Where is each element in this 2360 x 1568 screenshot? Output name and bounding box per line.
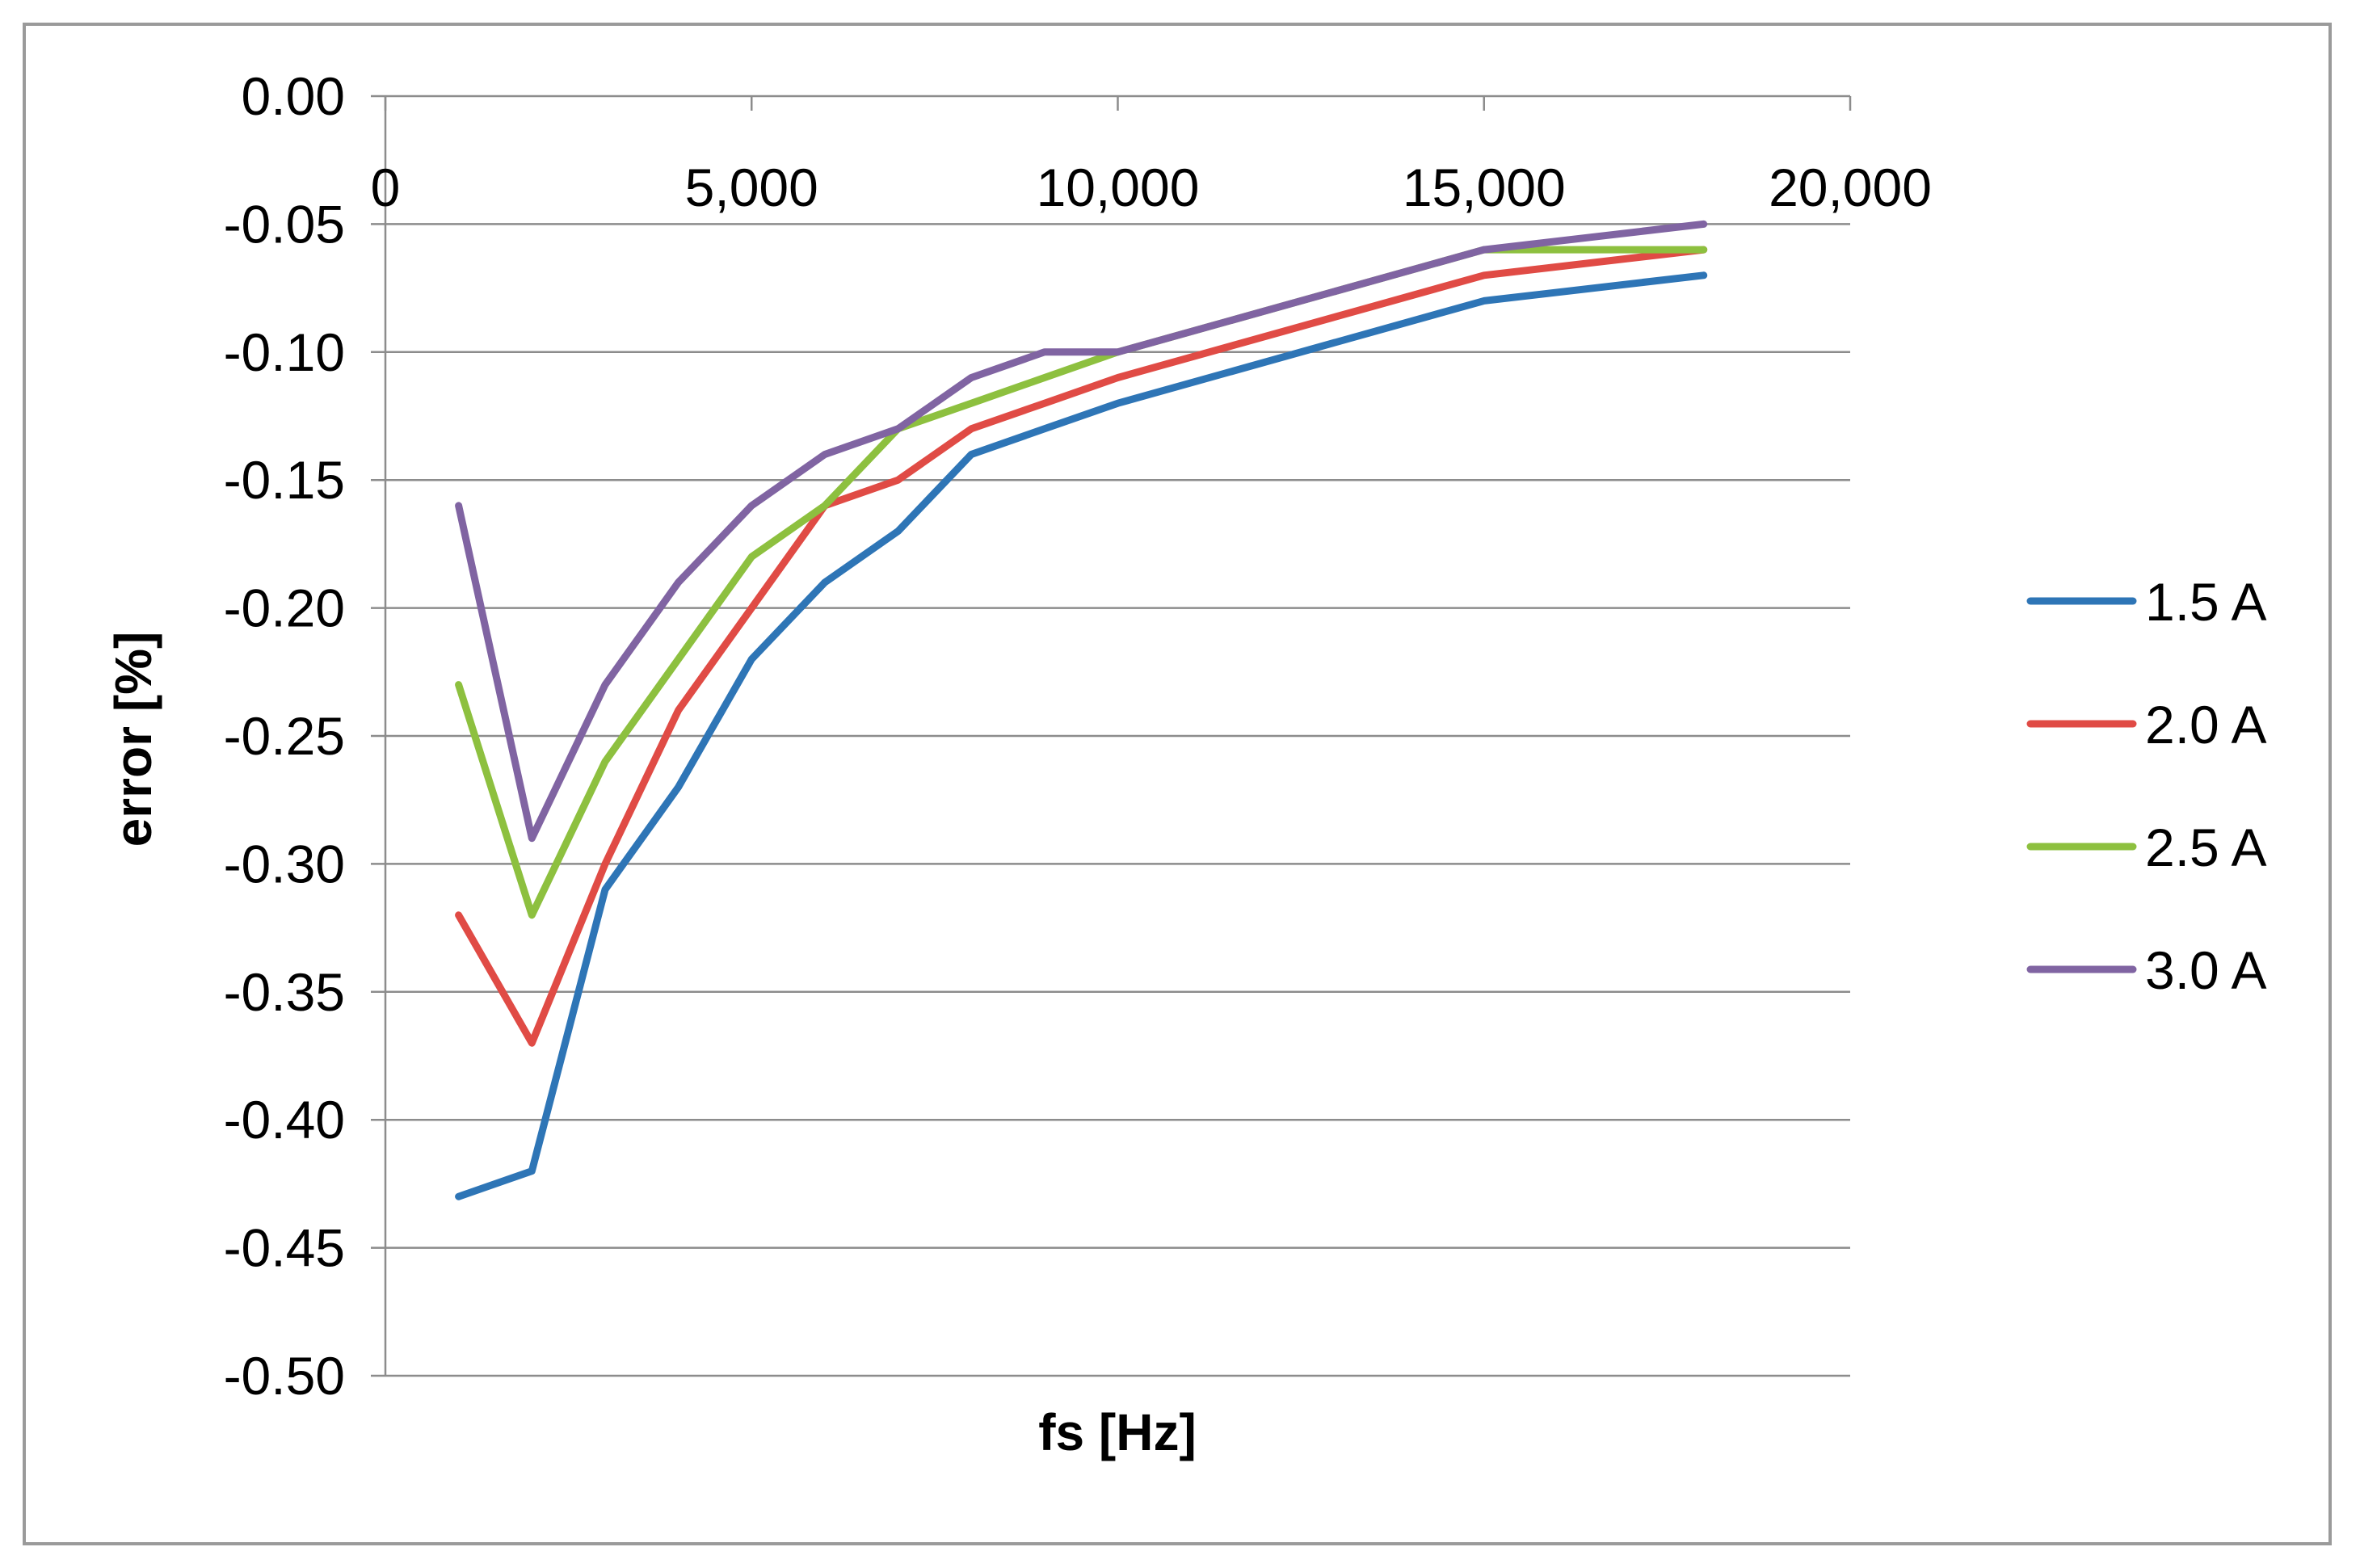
y-tick-label: -0.15 [224,450,345,510]
legend-label: 1.5 A [2145,572,2266,632]
series-line-1-5-a [455,271,1708,1200]
y-tick-label: -0.30 [224,834,345,893]
x-tick-label: 15,000 [1403,158,1566,217]
y-tick-label: -0.40 [224,1090,345,1150]
y-tick-label: -0.45 [224,1218,345,1278]
x-axis-title: fs [Hz] [1038,1403,1197,1461]
gridlines [385,223,1850,1377]
x-tick-label: 0 [371,158,401,217]
y-tick-label: 0.00 [242,66,345,126]
y-tick-label: -0.10 [224,322,345,382]
y-tick-label: -0.50 [224,1346,345,1406]
x-tick-label: 5,000 [685,158,818,217]
legend-label: 2.0 A [2145,695,2266,755]
legend: 1.5 A 2.0 A 2.5 A 3.0 A [2026,572,2266,1000]
series-lines [455,220,1708,1200]
series-line-2-0-a [455,246,1708,1047]
y-tick-label: -0.05 [224,194,345,254]
y-tick-labels: 0.00 -0.05 -0.10 -0.15 -0.20 -0.25 -0.30 -0.35 -… [224,66,345,1406]
series-line-3-0-a [455,220,1708,843]
y-axis-title: error [%] [104,632,162,847]
legend-label: 3.0 A [2145,940,2266,1000]
x-tick-labels: 0 5,000 10,000 15,000 20,000 [371,158,1932,217]
legend-label: 2.5 A [2145,818,2266,877]
y-tick-label: -0.20 [224,578,345,638]
y-tick-label: -0.25 [224,706,345,766]
y-tick-label: -0.35 [224,962,345,1022]
axes [371,95,1852,1377]
chart-frame [23,23,2332,1545]
x-tick-label: 20,000 [1769,158,1932,217]
x-tick-label: 10,000 [1037,158,1200,217]
